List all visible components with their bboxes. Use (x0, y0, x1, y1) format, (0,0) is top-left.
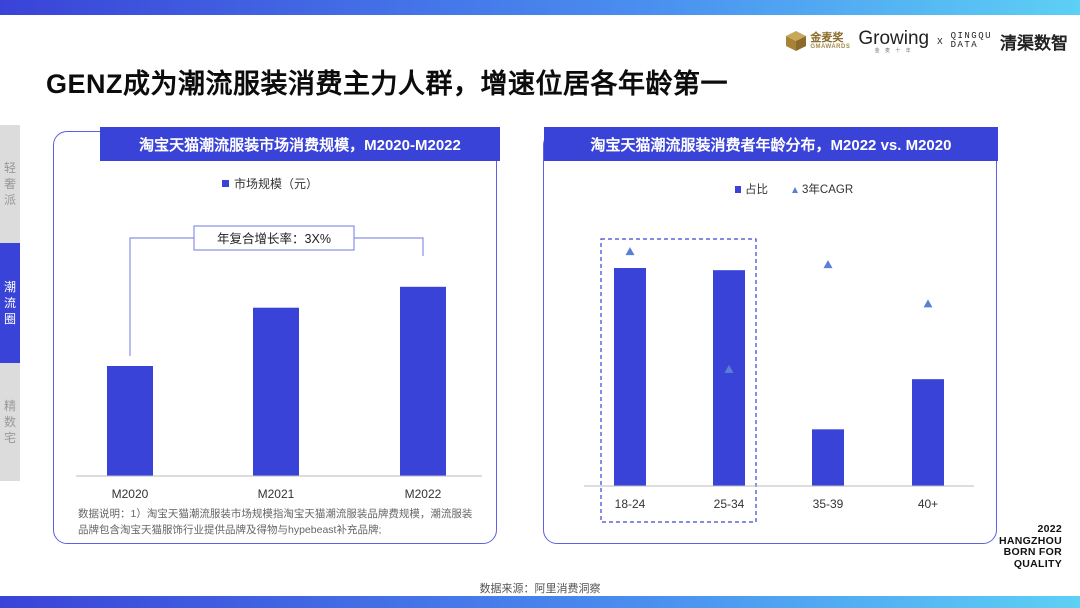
side-nav-item-jingshuzhai[interactable]: 精数宅 (0, 363, 20, 481)
growing-logo: Growing 金 麦 十 年 (858, 29, 929, 54)
data-source: 数据来源：阿里消费洞察 (479, 583, 601, 595)
legend-label: 3年CAGR (802, 182, 853, 196)
legend-label: 占比 (745, 182, 768, 196)
brand-footer-line: HANGZHOU (998, 534, 1062, 547)
top-accent-bar (0, 0, 1080, 15)
growing-logo-text: Growing (858, 27, 930, 49)
brand-footer-line: BORN FOR (1003, 546, 1062, 558)
side-nav-char: 轻 (3, 161, 16, 175)
bar (614, 268, 646, 486)
growing-logo-subtext: 金 麦 十 年 (874, 47, 913, 54)
x-tick-label: 40+ (918, 497, 938, 511)
bar (912, 379, 944, 486)
brand-footer-line: 2022 (1037, 523, 1062, 535)
x-tick-label: M2022 (405, 487, 442, 501)
side-nav-item-qingshepai[interactable]: 轻奢派 (0, 125, 20, 243)
cagr-label: 年复合增长率：3X% (217, 231, 331, 246)
side-nav-item-chaoliuquan[interactable]: 潮流圈 (0, 243, 20, 363)
side-nav-char: 圈 (3, 312, 16, 326)
qingqu-data-logo: QINGQU DATA (951, 32, 992, 50)
age-distribution-header: 淘宝天猫潮流服装消费者年龄分布，M2022 vs. M2020 (544, 127, 998, 161)
bar (812, 429, 844, 486)
side-nav-char: 精 (3, 399, 16, 413)
x-tick-label: 18-24 (615, 497, 646, 511)
page-title: GENZ成为潮流服装消费主力人群，增速位居各年龄第一 (46, 69, 729, 99)
side-nav: 轻奢派 潮流圈 精数宅 (0, 125, 20, 481)
data-note: 数据说明：1）淘宝天猫潮流服装市场规模指淘宝天猫潮流服装品牌费规模，潮流服装品牌… (78, 508, 473, 536)
bar (107, 366, 153, 476)
qingqu-shuzhi-logo: 清渠数智 (1000, 33, 1068, 53)
side-nav-char: 奢 (3, 177, 16, 191)
market-size-panel: 淘宝天猫潮流服装市场消费规模，M2020-M2022 市场规模（元） M2020 M… (53, 127, 500, 544)
legend-triangle (792, 187, 798, 193)
bottom-accent-bar (0, 596, 1080, 608)
legend-swatch (735, 186, 741, 193)
cagr-marker (625, 247, 635, 256)
bar (400, 286, 446, 476)
qingqu-logo-line2: DATA (950, 40, 979, 50)
bar (713, 270, 745, 486)
logo-strip: 金麦奖 GMAWARDS Growing 金 麦 十 年 x QINGQU DA… (785, 24, 1068, 58)
x-tick-label: 25-34 (714, 497, 745, 511)
logo-separator: x (937, 35, 943, 47)
cagr-marker (823, 260, 833, 269)
x-tick-label: 35-39 (813, 497, 844, 511)
age-distribution-chart: 占比 3年CAGR 18-24 25-34 35-39 40+ (584, 182, 974, 523)
market-size-header: 淘宝天猫潮流服装市场消费规模，M2020-M2022 (100, 127, 500, 161)
jinmai-logo-text: 金麦奖 (810, 31, 844, 44)
side-nav-char: 潮 (3, 280, 16, 294)
cagr-marker (724, 364, 734, 373)
side-nav-char: 派 (3, 193, 16, 207)
qingqu-logo-line1: QINGQU (950, 31, 992, 41)
side-nav-char: 流 (3, 296, 16, 310)
jinmai-logo: 金麦奖 GMAWARDS (785, 30, 850, 52)
market-size-chart: 市场规模（元） M2020 M2021 M2022 年复合增长率：3X% (76, 176, 482, 501)
brand-footer: 2022 HANGZHOU BORN FOR QUALITY (998, 523, 1062, 570)
legend-label: 市场规模（元） (234, 176, 318, 191)
age-distribution-panel: 淘宝天猫潮流服装消费者年龄分布，M2022 vs. M2020 占比 3年CAGR… (543, 127, 998, 544)
x-tick-label: M2020 (112, 487, 149, 501)
cube-icon (786, 31, 807, 51)
cagr-label-box (193, 225, 355, 251)
cagr-marker (923, 299, 933, 308)
brand-footer-line: QUALITY (1013, 557, 1062, 570)
side-nav-char: 数 (3, 415, 16, 429)
jinmai-logo-subtext: GMAWARDS (810, 43, 851, 50)
legend-swatch (222, 180, 229, 187)
highlight-box (600, 238, 757, 523)
bar (253, 307, 299, 476)
x-tick-label: M2021 (258, 487, 295, 501)
side-nav-char: 宅 (3, 431, 16, 445)
